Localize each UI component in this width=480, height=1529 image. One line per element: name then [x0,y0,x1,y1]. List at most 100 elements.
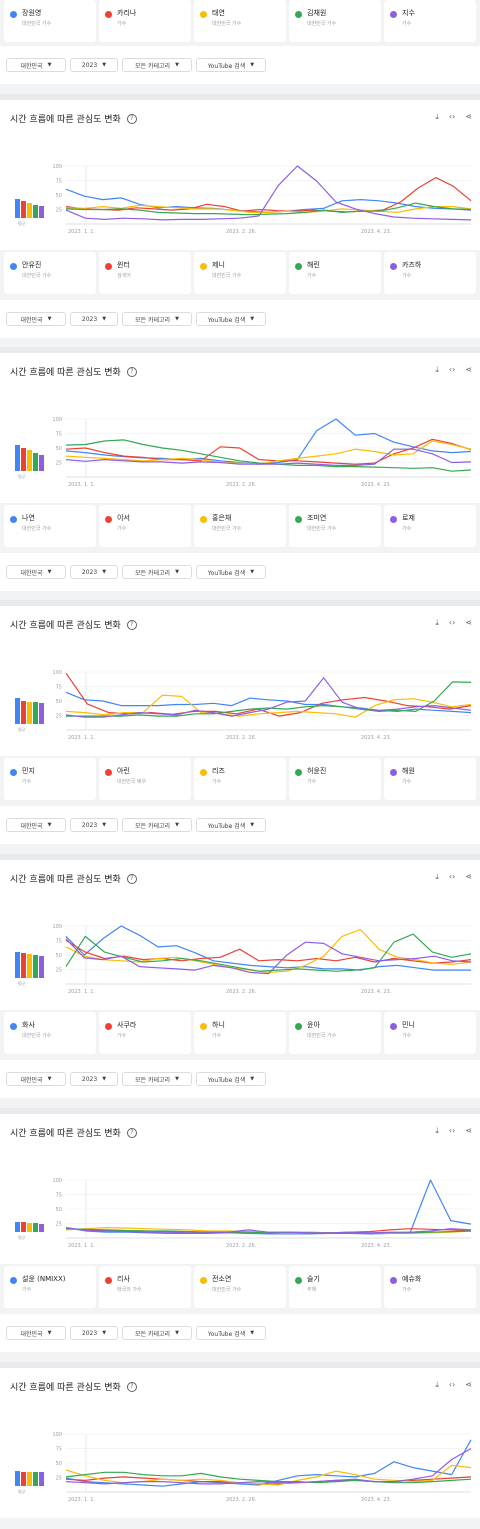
category-filter[interactable]: 모든 카테고리 ▼ [122,1326,192,1340]
search-term-chip[interactable]: 화사 대한민국 가수 [4,1012,96,1054]
category-filter[interactable]: 모든 카테고리 ▼ [122,1072,192,1086]
search-term-chip[interactable]: 민지 가수 [4,758,96,800]
embed-icon[interactable]: ‹› [448,618,456,627]
region-filter[interactable]: 대한민국 ▼ [6,565,66,579]
series-line-red[interactable] [65,177,472,213]
search-term-chip[interactable]: 카즈하 가수 [384,252,476,294]
embed-icon[interactable]: ‹› [448,112,456,121]
region-filter[interactable]: 대한민국 ▼ [6,58,66,72]
series-line-blue[interactable] [65,418,472,465]
series-line-green[interactable] [65,202,472,216]
period-filter[interactable]: 2023 ▼ [70,312,118,326]
category-filter[interactable]: 모든 카테고리 ▼ [122,565,192,579]
share-icon[interactable]: ⋖ [465,618,472,627]
search-type-filter[interactable]: YouTube 검색 ▼ [196,1072,266,1086]
search-term-chip[interactable]: 홍은채 대한민국 가수 [194,505,286,547]
series-line-red[interactable] [65,438,472,465]
category-filter[interactable]: 모든 카테고리 ▼ [122,312,192,326]
help-icon[interactable]: ? [126,113,137,124]
embed-icon[interactable]: ‹› [448,1126,456,1135]
series-line-green[interactable] [65,1471,472,1484]
search-term-chip[interactable]: 조미연 대한민국 가수 [289,505,381,547]
search-term-chip[interactable]: 해린 가수 [289,252,381,294]
search-type-filter[interactable]: YouTube 검색 ▼ [196,312,266,326]
search-term-chip[interactable]: 태연 대한민국 가수 [194,0,286,42]
search-term-chip[interactable]: 로제 가수 [384,505,476,547]
search-term-chip[interactable]: 리즈 가수 [194,758,286,800]
series-line-purple[interactable] [65,1447,472,1485]
series-line-yellow[interactable] [65,440,472,465]
download-icon[interactable]: ⤓ [435,1126,439,1135]
download-icon[interactable]: ⤓ [435,618,439,627]
category-filter[interactable]: 모든 카테고리 ▼ [122,58,192,72]
category-filter[interactable]: 모든 카테고리 ▼ [122,818,192,832]
help-icon[interactable]: ? [126,366,137,377]
y-tick-label: 25 [56,1222,62,1228]
search-term-chip[interactable]: 안유진 대한민국 가수 [4,252,96,294]
search-type-filter[interactable]: YouTube 검색 ▼ [196,1326,266,1340]
search-term-chip[interactable]: 김채원 대한민국 가수 [289,0,381,42]
series-line-purple[interactable] [65,938,472,975]
search-term-chip[interactable]: 카리나 가수 [99,0,191,42]
share-icon[interactable]: ⋖ [465,1126,472,1135]
download-icon[interactable]: ⤓ [435,872,439,881]
period-filter[interactable]: 2023 ▼ [70,1326,118,1340]
share-icon[interactable]: ⋖ [465,1380,472,1389]
share-icon[interactable]: ⋖ [465,872,472,881]
download-icon[interactable]: ⤓ [435,112,439,121]
search-term-chip[interactable]: 허윤진 가수 [289,758,381,800]
series-line-yellow[interactable] [65,204,472,214]
search-term-chip[interactable]: 리사 태국의 가수 [99,1266,191,1308]
help-icon[interactable]: ? [126,1381,137,1392]
search-term-chip[interactable]: 지수 가수 [384,0,476,42]
search-term-chip[interactable]: 제니 대한민국 가수 [194,252,286,294]
series-line-blue[interactable] [65,925,471,971]
embed-icon[interactable]: ‹› [448,365,456,374]
series-line-purple[interactable] [65,448,472,467]
download-icon[interactable]: ⤓ [435,1380,439,1389]
search-term-chip[interactable]: 전소연 대한민국 가수 [194,1266,286,1308]
period-filter[interactable]: 2023 ▼ [70,818,118,832]
search-term-chip[interactable]: 해원 가수 [384,758,476,800]
embed-icon[interactable]: ‹› [448,1380,456,1389]
search-type-filter[interactable]: YouTube 검색 ▼ [196,818,266,832]
search-term-chip[interactable]: 아린 대한민국 배우 [99,758,191,800]
period-filter[interactable]: 2023 ▼ [70,565,118,579]
series-line-green[interactable] [66,681,472,717]
search-term-chip[interactable]: 이서 가수 [99,505,191,547]
help-icon[interactable]: ? [126,1127,137,1138]
download-icon[interactable]: ⤓ [435,365,439,374]
search-term-chip[interactable]: 민니 가수 [384,1012,476,1054]
region-filter[interactable]: 대한민국 ▼ [6,312,66,326]
region-filter[interactable]: 대한민국 ▼ [6,1326,66,1340]
search-term-chip[interactable]: 나연 대한민국 가수 [4,505,96,547]
series-line-blue[interactable] [65,1179,472,1235]
search-term-chip[interactable]: 윤아 대한민국 가수 [289,1012,381,1054]
period-filter[interactable]: 2023 ▼ [70,1072,118,1086]
search-term-chip[interactable]: 하니 가수 [194,1012,286,1054]
search-term-chip[interactable]: 사쿠라 가수 [99,1012,191,1054]
search-term-chip[interactable]: 설윤 (NMIXX) 가수 [4,1266,96,1308]
embed-icon[interactable]: ‹› [448,872,456,881]
search-term-chip[interactable]: 슬기 주제 [289,1266,381,1308]
series-line-yellow[interactable] [65,928,472,974]
series-line-purple[interactable] [65,165,472,221]
search-term-chip[interactable]: 윈터 검색어 [99,252,191,294]
search-type-filter[interactable]: YouTube 검색 ▼ [196,58,266,72]
series-line-green[interactable] [65,439,472,472]
series-line-green[interactable] [65,933,472,972]
search-type-filter[interactable]: YouTube 검색 ▼ [196,565,266,579]
series-line-purple[interactable] [65,677,472,718]
search-term-chip[interactable]: 장원영 대한민국 가수 [4,0,96,42]
period-filter[interactable]: 2023 ▼ [70,58,118,72]
help-icon[interactable]: ? [126,873,137,884]
help-icon[interactable]: ? [126,619,137,630]
region-filter[interactable]: 대한민국 ▼ [6,818,66,832]
region-filter[interactable]: 대한민국 ▼ [6,1072,66,1086]
series-line-yellow[interactable] [65,694,472,718]
search-term-chip[interactable]: 예슈화 가수 [384,1266,476,1308]
share-icon[interactable]: ⋖ [465,112,472,121]
series-line-purple[interactable] [65,1227,472,1234]
series-line-green[interactable] [65,1228,472,1235]
share-icon[interactable]: ⋖ [465,365,472,374]
